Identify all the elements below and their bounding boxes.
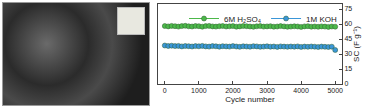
svg-text:4000: 4000 <box>293 87 309 94</box>
svg-text:75: 75 <box>344 5 352 12</box>
svg-text:5000: 5000 <box>327 87 343 94</box>
svg-text:SC (F g⁻¹): SC (F g⁻¹) <box>352 26 361 62</box>
svg-text:3000: 3000 <box>259 87 275 94</box>
svg-text:15: 15 <box>344 65 352 72</box>
svg-text:Cycle number: Cycle number <box>225 95 275 104</box>
svg-text:1M KOH: 1M KOH <box>306 15 337 24</box>
svg-text:60: 60 <box>344 20 352 27</box>
svg-text:0: 0 <box>163 87 167 94</box>
svg-text:45: 45 <box>344 35 352 42</box>
svg-text:1000: 1000 <box>191 87 207 94</box>
svg-text:6M H₂SO₄: 6M H₂SO₄ <box>224 15 261 24</box>
svg-text:0: 0 <box>344 80 348 87</box>
svg-text:2000: 2000 <box>225 87 241 94</box>
svg-text:30: 30 <box>344 50 352 57</box>
